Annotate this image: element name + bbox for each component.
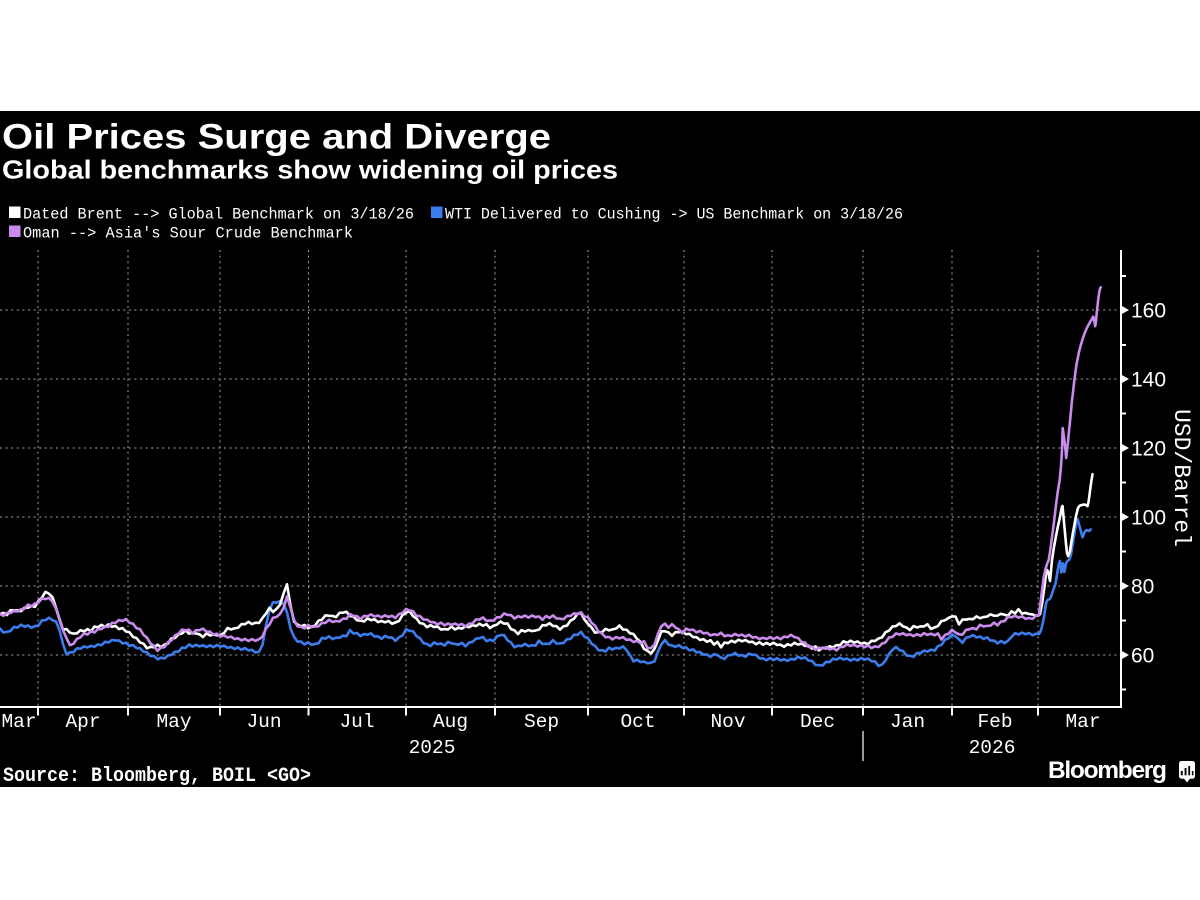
svg-text:140: 140 [1131, 369, 1166, 392]
svg-text:80: 80 [1131, 576, 1154, 599]
svg-text:Jan: Jan [890, 711, 925, 733]
svg-text:Source: Bloomberg, BOIL <GO>: Source: Bloomberg, BOIL <GO> [3, 765, 311, 788]
svg-text:Aug: Aug [433, 711, 468, 733]
svg-text:60: 60 [1131, 645, 1154, 668]
svg-text:WTI Delivered to Cushing -> US: WTI Delivered to Cushing -> US Benchmark… [445, 206, 903, 224]
svg-text:120: 120 [1131, 438, 1166, 461]
svg-text:USD/Barrel: USD/Barrel [1168, 409, 1194, 547]
svg-text:2025: 2025 [409, 737, 456, 759]
svg-text:Global benchmarks show widenin: Global benchmarks show widening oil pric… [2, 155, 618, 185]
svg-text:Dec: Dec [800, 711, 835, 733]
svg-text:Feb: Feb [977, 711, 1012, 733]
svg-text:160: 160 [1131, 300, 1166, 323]
svg-text:2026: 2026 [969, 737, 1016, 759]
svg-text:Bloomberg: Bloomberg [1048, 757, 1167, 784]
svg-text:Mar: Mar [1, 711, 36, 733]
svg-text:Oman --> Asia's Sour Crude Ben: Oman --> Asia's Sour Crude Benchmark [23, 225, 353, 243]
svg-text:Jun: Jun [246, 711, 281, 733]
svg-text:May: May [156, 711, 191, 733]
svg-text:Dated Brent --> Global Benchma: Dated Brent --> Global Benchmark on 3/18… [23, 206, 414, 224]
svg-text:Apr: Apr [65, 711, 100, 733]
svg-text:Sep: Sep [524, 711, 559, 733]
svg-text:Oil Prices Surge and Diverge: Oil Prices Surge and Diverge [2, 118, 551, 157]
svg-text:100: 100 [1131, 507, 1166, 530]
svg-text:Oct: Oct [620, 711, 655, 733]
svg-text:Nov: Nov [710, 711, 745, 733]
svg-text:Jul: Jul [339, 711, 374, 733]
svg-text:Mar: Mar [1065, 711, 1100, 733]
